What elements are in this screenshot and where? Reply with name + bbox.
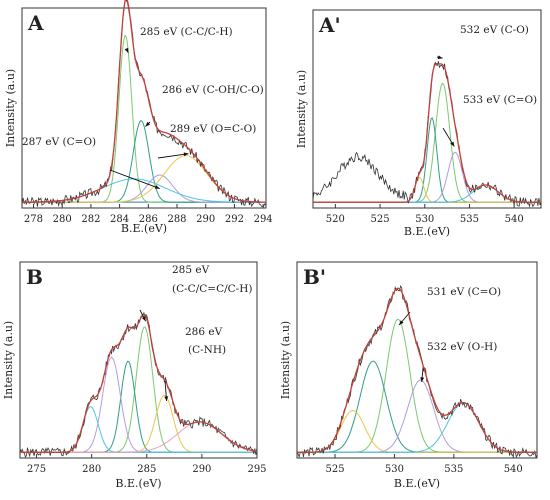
x-tick-label: 280: [53, 214, 72, 225]
x-tick-label: 280: [82, 464, 101, 475]
component-peak-6: [20, 421, 258, 453]
xps-chart-a: 278 280 282 284 286 288 290 292 294 B.E.(eV) Inten…: [4, 0, 273, 235]
component-peak-4: [22, 155, 266, 203]
x-tick-label: 288: [167, 214, 186, 225]
component-peak-1: [22, 34, 266, 203]
plot-frame: [296, 261, 538, 459]
x-tick-label: 535: [444, 464, 463, 475]
peak-annotation: 532 eV (O-H): [427, 341, 497, 353]
y-axis-label: Intensity (a.u): [295, 70, 308, 148]
component-peak-5: [20, 406, 257, 453]
annotation-arrowhead: [154, 185, 160, 189]
envelope-fit: [22, 0, 266, 203]
annotation-arrowhead: [450, 141, 455, 147]
y-axis-label: Intensity (a.u): [279, 321, 292, 399]
x-axis-label: B.E.(eV): [115, 477, 161, 490]
peak-annotation: (C-C/C=C/C-H): [172, 283, 253, 295]
panel-label: B: [26, 265, 43, 289]
annotation-arrowhead: [141, 316, 146, 322]
x-tick-label: 285: [137, 464, 156, 475]
annotation-arrow: [109, 169, 160, 190]
envelope-fit: [297, 287, 537, 453]
panel-b: 275 280 285 290 295 B.E.(eV) Intensity (a.u) B 2…: [0, 250, 275, 500]
peak-annotation: 532 eV (C-O): [460, 24, 529, 36]
xps-chart-b-prime: 525 530 535 540 B.E.(eV) Intensity (a.u) B' 531…: [279, 261, 538, 490]
x-tick-label: 290: [192, 464, 211, 475]
component-peak-1: [297, 318, 537, 453]
component-peak-2: [297, 360, 537, 453]
peak-annotation: 287 eV (C=O): [22, 136, 96, 148]
x-tick-label: 275: [27, 464, 46, 475]
annotation-arrowhead: [437, 55, 443, 60]
x-tick-label: 278: [24, 214, 43, 225]
annotation-arrowhead: [124, 47, 129, 53]
plot-frame: [19, 261, 258, 459]
peak-annotation: 286 eV (C-OH/C-O): [162, 84, 264, 96]
raw-spectrum: [19, 311, 258, 458]
component-peak-3: [313, 151, 541, 203]
peak-annotation: 286 eV: [185, 326, 223, 338]
x-tick-label: 535: [460, 214, 479, 225]
envelope-fit: [313, 62, 541, 203]
annotation-arrowhead: [145, 121, 151, 127]
panel-a-prime: 520 525 530 535 540 B.E.(eV) Intensity (a.u) A'…: [275, 0, 550, 250]
x-tick-label: 525: [325, 464, 344, 475]
annotation-arrowhead: [399, 320, 404, 325]
panel-label: B': [303, 265, 326, 289]
plot-frame: [312, 9, 542, 209]
annotation-arrowhead: [164, 396, 169, 401]
x-axis-label: B.E.(eV): [121, 222, 167, 235]
xps-chart-a-prime: 520 525 530 535 540 B.E.(eV) Intensity (a.u) A'…: [295, 9, 542, 238]
component-peak-2: [20, 360, 257, 453]
x-axis-label: B.E.(eV): [394, 477, 440, 490]
xps-chart-b: 275 280 285 290 295 B.E.(eV) Intensity (a.u) B 2…: [2, 261, 267, 490]
annotation-arrow: [157, 153, 189, 159]
x-tick-label: 540: [505, 214, 524, 225]
plot-frame: [21, 7, 267, 209]
peak-annotation: 285 eV: [172, 264, 210, 276]
peak-annotation: 285 eV (C-C/C-H): [140, 26, 233, 38]
x-tick-label: 294: [254, 214, 273, 225]
panel-label: A': [318, 13, 341, 37]
peak-annotation: 531 eV (C=O): [427, 286, 501, 298]
panel-a: 278 280 282 284 286 288 290 292 294 B.E.(eV) Inten…: [0, 0, 275, 250]
x-tick-label: 290: [196, 214, 215, 225]
x-tick-label: 282: [81, 214, 100, 225]
peak-annotation: (C-NH): [188, 344, 226, 356]
peak-annotation: 533 eV (C=O): [463, 94, 537, 106]
x-tick-label: 284: [110, 214, 129, 225]
x-tick-label: 530: [385, 464, 404, 475]
x-tick-label: 525: [371, 214, 390, 225]
y-axis-label: Intensity (a.u): [4, 69, 17, 147]
x-tick-label: 540: [504, 464, 523, 475]
x-tick-label: 520: [326, 214, 345, 225]
component-peak-5: [313, 184, 541, 203]
component-peak-3: [20, 356, 257, 453]
panel-b-prime: 525 530 535 540 B.E.(eV) Intensity (a.u) B' 531…: [275, 250, 550, 500]
raw-spectrum: [296, 285, 538, 459]
x-tick-label: 530: [415, 214, 434, 225]
panel-label: A: [27, 11, 44, 35]
x-tick-label: 286: [139, 214, 158, 225]
annotation-arrowhead: [420, 377, 425, 382]
envelope-fit: [20, 313, 258, 453]
peak-annotation: 289 eV (O=C-O): [170, 123, 256, 135]
x-tick-label: 292: [225, 214, 244, 225]
y-axis-label: Intensity (a.u): [2, 321, 15, 399]
x-axis-label: B.E.(eV): [404, 225, 450, 238]
x-tick-label: 295: [247, 464, 266, 475]
annotation-arrowhead: [183, 152, 189, 157]
